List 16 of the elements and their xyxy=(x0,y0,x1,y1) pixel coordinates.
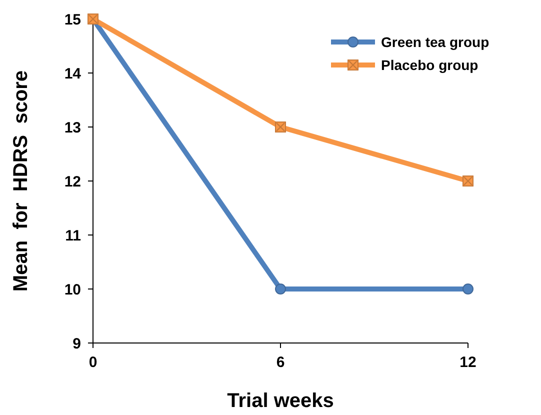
legend-label: Green tea group xyxy=(381,34,490,50)
x-axis-title: Trial weeks xyxy=(227,390,334,412)
y-tick-label: 13 xyxy=(64,119,81,136)
y-tick-label: 10 xyxy=(64,281,81,298)
y-axis-title: Mean for HDRS score xyxy=(10,70,32,292)
y-tick-label: 15 xyxy=(64,11,81,28)
x-tick-label: 12 xyxy=(460,354,476,371)
y-tick-label: 11 xyxy=(65,227,81,244)
y-tick-label: 14 xyxy=(64,65,82,82)
x-tick-label: 0 xyxy=(88,354,98,371)
y-tick-label: 12 xyxy=(64,173,81,190)
y-tick-label: 9 xyxy=(72,335,81,352)
legend-label: Placebo group xyxy=(381,56,478,73)
point xyxy=(275,284,286,294)
x-tick-label: 6 xyxy=(276,354,285,371)
point xyxy=(462,284,474,294)
